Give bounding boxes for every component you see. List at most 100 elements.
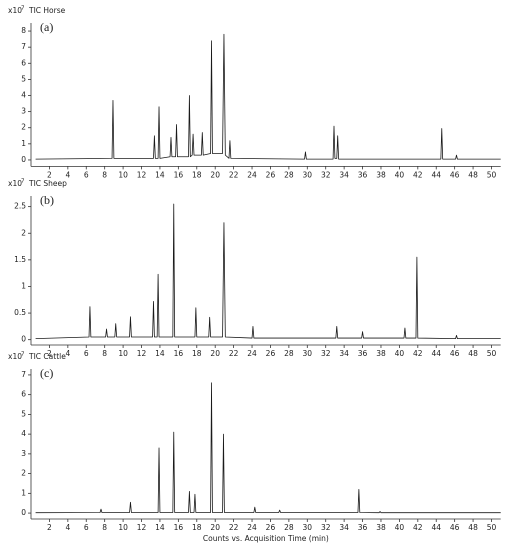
x-tick-label: 2 — [47, 523, 52, 532]
x-tick-label: 4 — [65, 523, 70, 532]
x-tick-label: 2 — [47, 170, 52, 179]
x-tick-label: 34 — [339, 349, 349, 358]
x-tick-label: 48 — [468, 349, 478, 358]
x-tick-label: 42 — [413, 349, 423, 358]
y-tick-label: 6 — [21, 390, 26, 399]
y-exponent: 7 — [21, 352, 25, 358]
x-tick-label: 50 — [487, 349, 497, 358]
y-tick-label: 1 — [21, 139, 26, 148]
y-tick-label: 3 — [21, 449, 26, 458]
y-tick-label: 0 — [21, 508, 26, 517]
y-multiplier: x10 — [8, 6, 22, 15]
x-tick-label: 6 — [84, 523, 89, 532]
chromatogram-line — [35, 33, 501, 160]
x-tick-label: 22 — [229, 523, 239, 532]
x-tick-label: 50 — [487, 523, 497, 532]
x-tick-label: 40 — [395, 349, 405, 358]
x-tick-label: 36 — [358, 170, 368, 179]
x-tick-label: 28 — [284, 170, 294, 179]
x-tick-label: 18 — [192, 349, 202, 358]
x-tick-label: 46 — [450, 349, 460, 358]
x-tick-label: 32 — [321, 170, 331, 179]
x-tick-label: 8 — [102, 170, 107, 179]
x-tick-label: 4 — [65, 170, 70, 179]
panel-title: TIC Sheep — [28, 179, 67, 188]
x-tick-label: 28 — [284, 523, 294, 532]
y-tick-label: 2 — [21, 228, 26, 237]
y-tick-label: 5 — [21, 409, 26, 418]
x-tick-label: 22 — [229, 349, 239, 358]
chromatogram-line — [35, 382, 501, 514]
x-tick-label: 14 — [155, 349, 165, 358]
x-tick-label: 16 — [174, 523, 184, 532]
chromatogram-line — [35, 203, 501, 340]
x-tick-label: 36 — [358, 523, 368, 532]
x-tick-label: 30 — [303, 523, 313, 532]
x-tick-label: 40 — [395, 170, 405, 179]
x-tick-label: 42 — [413, 523, 423, 532]
y-tick-label: 0 — [21, 335, 26, 344]
x-tick-label: 18 — [192, 170, 202, 179]
y-tick-label: 7 — [21, 370, 26, 379]
y-tick-label: 7 — [21, 42, 26, 51]
y-tick-label: 1 — [21, 281, 26, 290]
y-exponent: 7 — [21, 179, 25, 185]
x-tick-label: 38 — [376, 523, 386, 532]
x-tick-label: 28 — [284, 349, 294, 358]
x-tick-label: 24 — [247, 349, 257, 358]
y-tick-label: 0.5 — [14, 308, 26, 317]
x-tick-label: 4 — [65, 349, 70, 358]
x-tick-label: 38 — [376, 170, 386, 179]
panel-title: TIC Horse — [28, 6, 66, 15]
x-tick-label: 32 — [321, 349, 331, 358]
y-tick-label: 3 — [21, 107, 26, 116]
x-tick-label: 16 — [174, 349, 184, 358]
x-tick-label: 48 — [468, 523, 478, 532]
x-tick-label: 42 — [413, 170, 423, 179]
x-tick-label: 10 — [118, 523, 128, 532]
x-tick-label: 40 — [395, 523, 405, 532]
x-tick-label: 44 — [431, 349, 441, 358]
x-tick-label: 30 — [303, 349, 313, 358]
x-tick-label: 20 — [210, 349, 220, 358]
x-tick-label: 6 — [84, 349, 89, 358]
panel-title: TIC Cattle — [28, 352, 66, 361]
x-tick-label: 36 — [358, 349, 368, 358]
x-tick-label: 44 — [431, 523, 441, 532]
x-tick-label: 26 — [266, 523, 276, 532]
x-tick-label: 10 — [118, 170, 128, 179]
panel-label: (b) — [40, 193, 54, 207]
x-tick-label: 20 — [210, 523, 220, 532]
y-tick-label: 2 — [21, 123, 26, 132]
y-tick-label: 1 — [21, 488, 26, 497]
x-tick-label: 6 — [84, 170, 89, 179]
x-tick-label: 8 — [102, 523, 107, 532]
x-tick-label: 32 — [321, 523, 331, 532]
x-tick-label: 50 — [487, 170, 497, 179]
x-tick-label: 34 — [339, 170, 349, 179]
x-tick-label: 46 — [450, 170, 460, 179]
y-tick-label: 2.5 — [14, 202, 26, 211]
x-tick-label: 8 — [102, 349, 107, 358]
x-tick-label: 12 — [137, 523, 147, 532]
x-tick-label: 12 — [137, 170, 147, 179]
y-tick-label: 2 — [21, 469, 26, 478]
panel-label: (c) — [40, 366, 53, 380]
y-tick-label: 1.5 — [14, 255, 26, 264]
x-axis-label: Counts vs. Acquisition Time (min) — [203, 534, 329, 543]
x-tick-label: 26 — [266, 170, 276, 179]
x-tick-label: 2 — [47, 349, 52, 358]
x-tick-label: 24 — [247, 523, 257, 532]
x-tick-label: 44 — [431, 170, 441, 179]
x-tick-label: 16 — [174, 170, 184, 179]
x-tick-label: 10 — [118, 349, 128, 358]
x-tick-label: 46 — [450, 523, 460, 532]
y-tick-label: 4 — [21, 91, 26, 100]
x-tick-label: 48 — [468, 170, 478, 179]
x-tick-label: 14 — [155, 170, 165, 179]
x-tick-label: 26 — [266, 349, 276, 358]
x-tick-label: 24 — [247, 170, 257, 179]
x-tick-label: 22 — [229, 170, 239, 179]
